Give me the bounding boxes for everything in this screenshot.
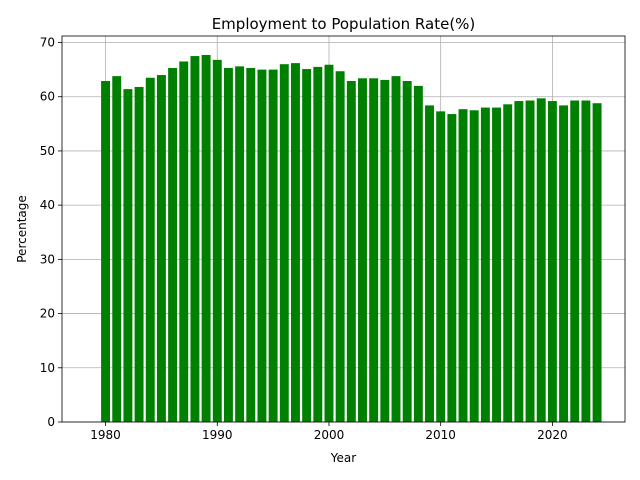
y-tick-label: 30 [40, 252, 55, 266]
x-tick-label: 2010 [425, 428, 456, 442]
bar-1995 [268, 69, 278, 422]
bar-2023 [581, 100, 591, 423]
bar-1992 [235, 66, 245, 422]
y-tick-label: 60 [40, 90, 55, 104]
bar-2013 [469, 110, 479, 423]
bar-1996 [279, 64, 289, 422]
bar-2005 [380, 79, 390, 423]
x-tick-label: 1990 [202, 428, 233, 442]
bar-1983 [134, 86, 144, 423]
bar-1980 [101, 80, 111, 422]
bar-2009 [425, 105, 434, 423]
y-tick-label: 20 [40, 307, 55, 321]
ticks-layer: 1980 1990 2000 2010 2020 0 10 20 30 40 50 60 70 [40, 36, 568, 442]
bar-2024 [592, 103, 602, 422]
bar-2017 [514, 101, 524, 422]
bar-2002 [346, 80, 356, 422]
y-tick-label: 10 [40, 361, 55, 375]
bar-1993 [246, 67, 256, 422]
bar-2007 [402, 80, 412, 422]
bar-1986 [168, 67, 178, 422]
y-tick-label: 70 [40, 36, 55, 50]
bar-1990 [212, 59, 222, 422]
bar-1981 [112, 76, 122, 422]
bar-2021 [559, 105, 569, 423]
x-tick-label: 1980 [90, 428, 121, 442]
bar-1985 [156, 75, 166, 423]
bar-2016 [503, 104, 513, 422]
bar-2000 [324, 64, 334, 422]
bar-1994 [257, 69, 267, 422]
bar-2001 [335, 71, 345, 422]
bar-2018 [525, 100, 535, 423]
bar-2014 [480, 107, 490, 422]
x-tick-label: 2020 [537, 428, 568, 442]
bar-1984 [145, 77, 155, 422]
bar-1989 [201, 54, 211, 422]
bar-1987 [179, 61, 189, 422]
bar-2011 [447, 114, 457, 422]
bar-2004 [369, 78, 379, 423]
bar-2008 [413, 85, 423, 422]
y-tick-label: 40 [40, 198, 55, 212]
bar-1997 [290, 63, 300, 422]
x-tick-label: 2000 [314, 428, 345, 442]
bar-2019 [536, 98, 546, 422]
bar-2022 [570, 100, 580, 423]
bar-1988 [190, 56, 200, 422]
bar-2010 [436, 111, 446, 422]
bar-2012 [458, 109, 468, 422]
bar-1999 [313, 66, 323, 423]
y-tick-label: 50 [40, 144, 55, 158]
bars-layer [101, 54, 602, 423]
plot-frame [61, 35, 626, 423]
bar-2015 [492, 107, 502, 422]
x-axis-label: Year [330, 451, 356, 465]
bar-1998 [302, 69, 312, 422]
y-tick-label: 0 [47, 415, 55, 429]
bar-1991 [223, 67, 233, 422]
bar-1982 [123, 89, 133, 422]
bar-2020 [547, 101, 557, 422]
y-axis-label: Percentage [15, 195, 29, 263]
bar-2003 [358, 78, 367, 423]
bar-2006 [391, 76, 401, 422]
chart-title: Employment to Population Rate(%) [212, 15, 476, 33]
